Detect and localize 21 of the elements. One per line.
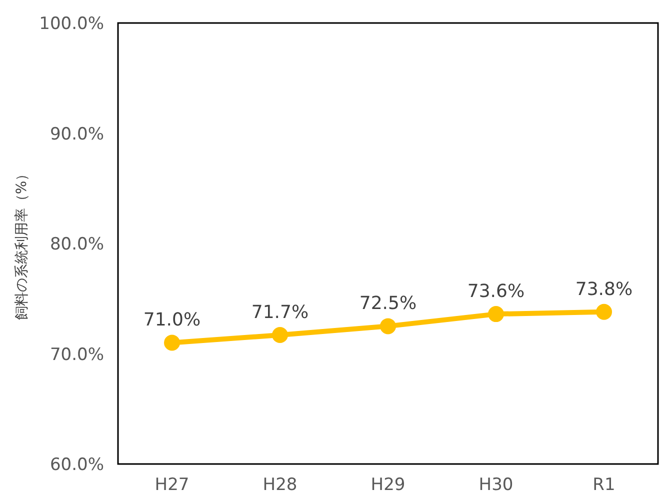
x-tick-label: H28 [262,475,298,494]
x-tick-label: R1 [592,475,616,494]
x-tick-label: H29 [370,475,406,494]
point [380,318,396,334]
data-label: 71.7% [251,302,309,324]
y-axis-title: 飼料の系統利用率（%） [14,166,30,320]
point [596,304,612,320]
point [272,327,288,344]
x-tick-label: H30 [478,475,514,494]
point [164,334,180,351]
y-tick-label: 70.0% [50,344,104,365]
y-tick-label: 60.0% [50,455,104,475]
point [488,306,504,322]
data-label: 72.5% [359,293,417,314]
data-label: 73.8% [575,278,633,300]
y-tick-label: 80.0% [50,234,104,254]
y-tick-label: 100.0% [39,14,104,34]
data-label: 71.0% [143,310,201,331]
data-label: 73.6% [467,281,525,302]
y-tick-label: 90.0% [50,124,104,144]
x-tick-label: H27 [154,475,190,494]
